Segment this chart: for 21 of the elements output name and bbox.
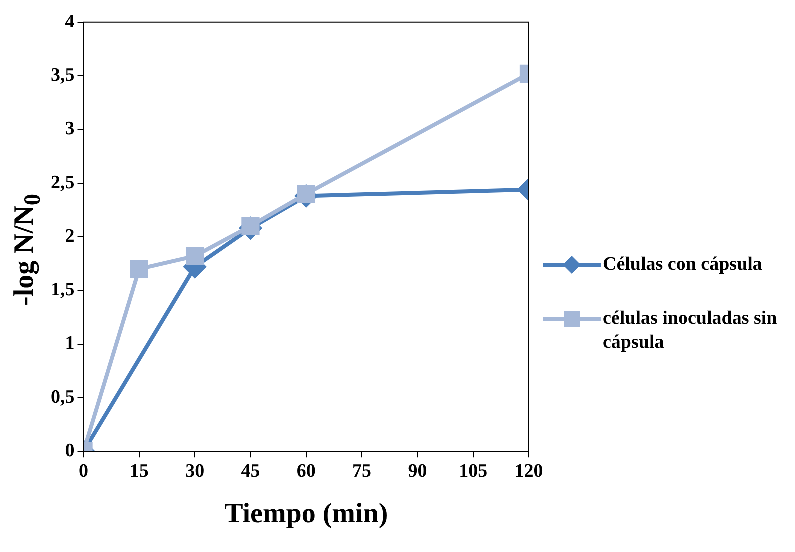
legend-label: Células con cápsula xyxy=(603,253,762,277)
y-tick-label: 0 xyxy=(65,440,75,462)
x-tick-label: 75 xyxy=(352,460,372,482)
x-tick-label: 45 xyxy=(241,460,260,482)
x-tick-label: 90 xyxy=(408,460,428,482)
x-tick-label: 0 xyxy=(79,460,88,482)
x-tick-label: 60 xyxy=(296,460,316,482)
y-tick-label: 3 xyxy=(65,118,75,140)
y-tick-label: 1 xyxy=(65,333,75,354)
y-tick-label: 4 xyxy=(65,11,76,32)
x-tick-label: 120 xyxy=(514,460,544,482)
y-tick-label: 0,5 xyxy=(51,386,75,408)
y-tick-label: 2,5 xyxy=(51,172,75,194)
x-tick-label: 105 xyxy=(459,460,488,482)
x-tick-label: 30 xyxy=(186,460,205,482)
y-tick-label: 2 xyxy=(65,226,75,247)
legend-label: células inoculadas sin cápsula xyxy=(603,307,778,355)
x-axis-title: Tiempo (min) xyxy=(224,498,388,530)
y-tick-label: 3,5 xyxy=(51,64,75,86)
x-tick-label: 15 xyxy=(130,460,149,482)
y-tick-label: 1,5 xyxy=(51,280,75,301)
